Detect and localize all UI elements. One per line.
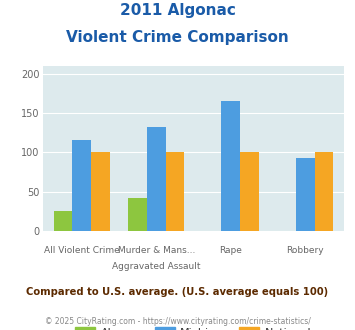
Bar <box>91 152 110 231</box>
Text: 2011 Algonac: 2011 Algonac <box>120 3 235 18</box>
Bar <box>54 211 72 231</box>
Text: Aggravated Assault: Aggravated Assault <box>112 262 201 271</box>
Text: Violent Crime Comparison: Violent Crime Comparison <box>66 30 289 45</box>
Text: Murder & Mans...: Murder & Mans... <box>118 246 195 255</box>
Text: Robbery: Robbery <box>286 246 324 255</box>
Text: © 2025 CityRating.com - https://www.cityrating.com/crime-statistics/: © 2025 CityRating.com - https://www.city… <box>45 317 310 326</box>
Bar <box>296 158 315 231</box>
Bar <box>222 101 240 231</box>
Text: Rape: Rape <box>219 246 242 255</box>
Text: Compared to U.S. average. (U.S. average equals 100): Compared to U.S. average. (U.S. average … <box>26 287 329 297</box>
Legend: Algonac, Michigan, National: Algonac, Michigan, National <box>71 322 316 330</box>
Bar <box>128 198 147 231</box>
Text: All Violent Crime: All Violent Crime <box>44 246 120 255</box>
Bar <box>240 152 259 231</box>
Bar <box>147 127 165 231</box>
Bar <box>72 140 91 231</box>
Bar <box>165 152 184 231</box>
Bar <box>315 152 333 231</box>
